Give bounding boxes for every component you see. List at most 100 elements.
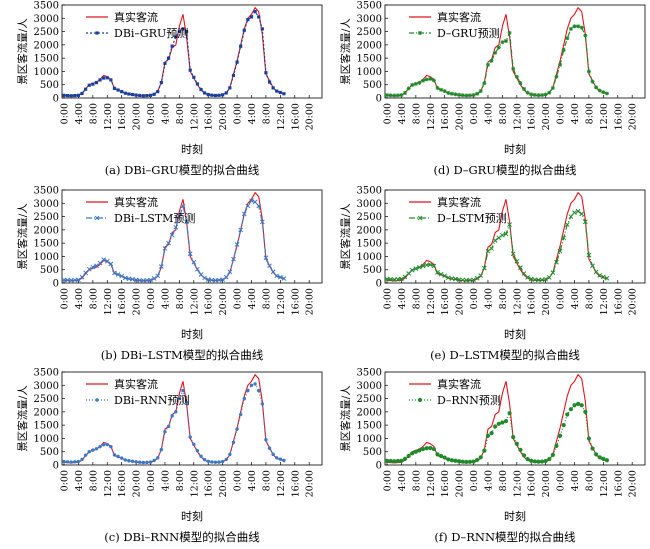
series-predicted-point — [187, 251, 193, 257]
series-predicted-point — [249, 383, 254, 387]
series-predicted-point — [69, 460, 73, 464]
series-predicted-point — [575, 401, 581, 406]
x-tick-label: 4:00 — [397, 288, 408, 309]
series-predicted-point — [442, 273, 448, 279]
series-predicted-point — [177, 396, 182, 401]
x-axis-label: 时刻 — [504, 327, 526, 341]
series-predicted-point — [184, 219, 189, 225]
series-predicted-point — [507, 411, 512, 416]
series-actual-line — [386, 191, 608, 282]
series-predicted-point — [471, 459, 476, 464]
x-tick-label: 12:00 — [426, 103, 437, 130]
series-predicted-point — [79, 274, 85, 280]
series-predicted-point — [151, 276, 157, 281]
series-predicted-point — [162, 246, 168, 251]
series-predicted-point — [166, 424, 171, 429]
series-predicted-point — [457, 459, 462, 464]
x-tick-label: 8:00 — [88, 470, 99, 491]
x-tick-label: 12:00 — [426, 288, 437, 315]
series-predicted-point — [252, 199, 258, 205]
y-tick-label: 0 — [53, 279, 59, 290]
plot-frame — [61, 371, 323, 466]
series-predicted-point — [62, 459, 66, 464]
series-predicted-point — [539, 277, 545, 283]
series-predicted-point — [245, 203, 251, 209]
series-predicted-point — [98, 78, 102, 82]
series-predicted-point — [260, 27, 264, 31]
panel-caption: (a) DBi–GRU模型的拟合曲线 — [105, 163, 260, 177]
series-predicted-point — [568, 26, 573, 31]
series-predicted-point — [177, 214, 182, 219]
series-predicted-point — [543, 458, 548, 464]
x-tick-label: 4:00 — [74, 470, 85, 491]
series-predicted-point — [159, 80, 163, 85]
y-tick-label: 3000 — [357, 381, 382, 392]
series-predicted-point — [66, 94, 70, 98]
series-predicted-point — [246, 388, 250, 393]
y-tick-label: 2500 — [34, 212, 59, 223]
series-predicted-point — [238, 412, 243, 417]
x-tick-label: 8:00 — [175, 288, 186, 309]
y-tick-label: 1500 — [34, 54, 59, 65]
series-predicted-point — [170, 44, 174, 48]
series-predicted-point — [597, 272, 603, 278]
y-tick-label: 1500 — [34, 239, 59, 250]
y-tick-label: 2000 — [357, 225, 382, 236]
x-tick-label: 8:00 — [261, 470, 272, 491]
series-predicted-point — [116, 88, 120, 92]
series-predicted-point — [406, 271, 411, 276]
series-predicted-point — [94, 80, 99, 85]
series-predicted-point — [564, 222, 570, 227]
x-tick-label: 12:00 — [103, 470, 114, 497]
y-tick-label: 1500 — [357, 54, 382, 65]
series-predicted-point — [76, 93, 81, 97]
series-predicted-point — [206, 459, 210, 463]
x-tick-label: 20:00 — [541, 288, 552, 315]
series-predicted-point — [181, 27, 185, 31]
x-tick-label: 16:00 — [527, 288, 538, 315]
series-predicted-point — [496, 45, 501, 50]
series-predicted-point — [104, 258, 110, 264]
x-tick-label: 0:00 — [233, 288, 244, 309]
series-predicted-point — [174, 410, 178, 414]
x-tick-label: 4:00 — [483, 103, 494, 124]
x-tick-label: 0:00 — [233, 103, 244, 124]
x-tick-label: 12:00 — [276, 103, 287, 130]
y-tick-label: 1000 — [357, 252, 382, 263]
y-axis-label: 景区客流量/人 — [16, 385, 29, 452]
x-tick-label: 0:00 — [556, 103, 567, 124]
legend-label-actual: 真实客流 — [114, 195, 158, 209]
x-tick-label: 20:00 — [305, 103, 316, 130]
legend-marker-predicted — [95, 398, 99, 402]
x-tick-label: 16:00 — [440, 103, 451, 130]
series-predicted-point — [529, 92, 534, 97]
series-predicted-point — [475, 457, 480, 463]
series-predicted-point — [210, 460, 214, 464]
series-predicted-point — [166, 56, 171, 60]
x-tick-label: 16:00 — [290, 470, 301, 497]
y-axis-label: 景区客流量/人 — [339, 18, 352, 85]
series-predicted-point — [594, 452, 599, 457]
series-predicted-point — [228, 86, 232, 90]
series-predicted-point — [158, 264, 164, 269]
x-tick-label: 4:00 — [160, 103, 171, 124]
y-tick-label: 3000 — [34, 381, 59, 392]
x-tick-label: 12:00 — [189, 288, 200, 315]
series-predicted-point — [217, 93, 221, 97]
series-predicted-point — [482, 81, 487, 86]
y-tick-label: 3500 — [34, 186, 59, 197]
legend-label-actual: 真实客流 — [114, 10, 158, 24]
series-predicted-line — [63, 10, 285, 97]
series-predicted-point — [231, 73, 236, 78]
series-predicted-point — [582, 219, 588, 225]
legend-label-actual: 真实客流 — [437, 377, 481, 391]
legend-label-predicted: DBi–RNN预测 — [114, 394, 189, 407]
series-predicted-point — [525, 275, 530, 280]
x-tick-label: 20:00 — [541, 470, 552, 497]
series-predicted-point — [267, 446, 272, 450]
series-predicted-point — [195, 82, 200, 86]
series-predicted-point — [133, 277, 139, 283]
y-tick-label: 1000 — [34, 434, 59, 445]
series-predicted-point — [568, 214, 574, 219]
